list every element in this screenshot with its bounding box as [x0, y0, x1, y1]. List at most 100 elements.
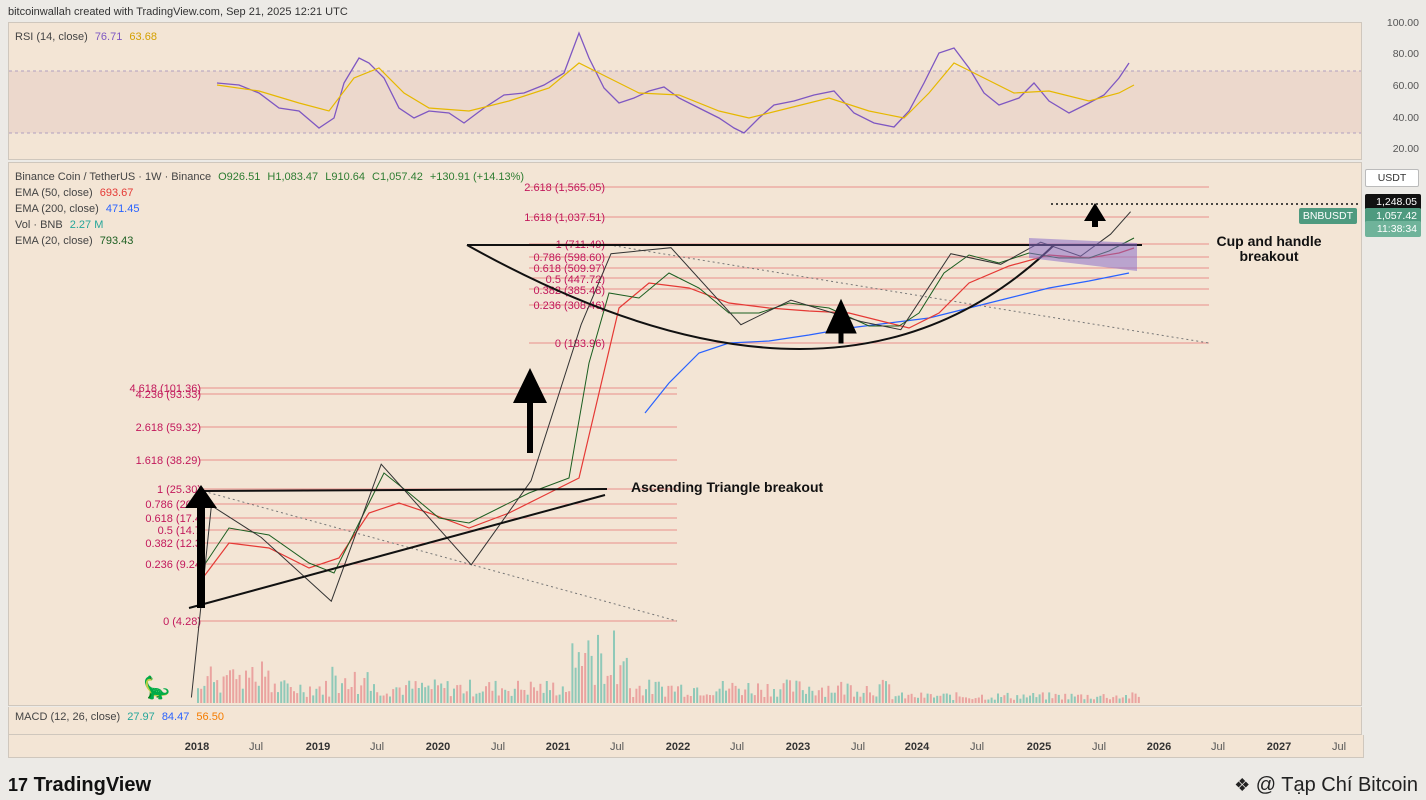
volume-bar — [907, 694, 910, 703]
fib-label: 2.618 (1,565.05) — [524, 182, 605, 194]
volume-bar — [955, 692, 958, 703]
volume-bar — [709, 695, 711, 703]
volume-bar — [241, 688, 244, 703]
volume-bar — [555, 695, 558, 703]
volume-bar — [846, 683, 849, 703]
indicator-name: EMA (50, close) — [15, 187, 93, 199]
volume-bar — [929, 694, 932, 703]
volume-bar — [949, 694, 951, 703]
cup-curve — [466, 244, 1055, 350]
volume-bar — [638, 685, 641, 703]
volume-bar — [1099, 695, 1102, 703]
volume-bar — [254, 681, 257, 703]
triangle-annotation: Ascending Triangle breakout — [631, 479, 823, 495]
volume-bar — [977, 697, 980, 703]
volume-bar — [1051, 698, 1054, 703]
fib-label: 4.236 (93.33) — [136, 389, 201, 401]
volume-bar — [782, 683, 785, 703]
volume-bar — [945, 693, 948, 703]
volume-bar — [609, 675, 612, 703]
volume-bar — [1083, 699, 1086, 703]
volume-bar — [705, 694, 708, 703]
volume-bar — [785, 679, 788, 703]
volume-bar — [1134, 693, 1137, 703]
volume-bar — [1070, 693, 1073, 703]
volume-bar — [277, 692, 279, 703]
rsi-line — [216, 31, 1130, 134]
volume-bar — [741, 695, 743, 703]
volume-bar — [859, 696, 862, 703]
time-tick-label: 2023 — [786, 741, 810, 753]
volume-bar — [475, 693, 478, 703]
volume-bar — [328, 696, 331, 703]
volume-bar — [1022, 694, 1025, 703]
volume-bar — [459, 684, 462, 703]
volume-bar — [965, 697, 967, 703]
cup-annotation-line1: Cup and handle — [1217, 233, 1322, 249]
volume-bar — [1137, 696, 1140, 703]
volume-bar — [811, 690, 814, 703]
volume-bar — [382, 695, 385, 703]
volume-bar — [606, 675, 609, 703]
volume-bar — [715, 691, 718, 703]
volume-bar — [248, 677, 251, 703]
time-tick-label: 2024 — [905, 741, 930, 753]
volume-bar — [197, 688, 199, 703]
volume-bar — [641, 695, 644, 703]
last-price-badge: 1,057.42 — [1365, 208, 1421, 224]
volume-bar — [936, 695, 939, 703]
volume-bar — [209, 666, 212, 703]
volume-bar — [321, 694, 324, 703]
time-tick-label: 2019 — [306, 741, 330, 753]
volume-bar — [491, 690, 494, 703]
volume-bar — [561, 686, 564, 703]
volume-bar — [686, 694, 689, 703]
volume-bar — [289, 687, 292, 703]
rsi-tick: 20.00 — [1392, 143, 1419, 155]
time-tick-label: 2021 — [546, 741, 570, 753]
volume-bar — [933, 697, 935, 703]
volume-bar — [990, 697, 993, 703]
volume-bar — [993, 699, 996, 703]
volume-bar — [869, 692, 871, 703]
volume-bar — [862, 692, 865, 703]
volume-bar — [885, 681, 887, 703]
volume-bar — [661, 686, 663, 703]
rsi-plot — [9, 31, 1361, 134]
watermark-text: @ Tạp Chí Bitcoin — [1255, 774, 1418, 796]
volume-bar — [549, 690, 551, 703]
volume-bar — [984, 699, 987, 703]
volume-bar — [286, 683, 289, 703]
volume-bar — [696, 687, 699, 703]
volume-bar — [293, 691, 295, 703]
volume-bar — [481, 691, 484, 703]
watermark: ❖ @ Tạp Chí Bitcoin — [1234, 774, 1418, 797]
volume-bar — [632, 697, 635, 703]
volume-bar — [574, 667, 577, 703]
volume-bar — [206, 676, 209, 703]
volume-bar — [353, 671, 356, 703]
time-axis: 2018 Jul 2019 Jul 2020 Jul 2021 Jul 2022 Jul 2023 J… — [8, 735, 1364, 758]
volume-bar — [542, 692, 545, 703]
volume-bar — [635, 688, 638, 703]
time-tick-label: Jul — [249, 741, 263, 753]
macd-legend: MACD (12, 26, close) 27.97 84.47 56.50 — [15, 711, 224, 723]
volume-bar — [577, 652, 580, 703]
time-tick-label: Jul — [1092, 741, 1106, 753]
close-value: C1,057.42 — [372, 171, 423, 183]
volume-bar — [753, 695, 756, 703]
volume-bar — [1089, 698, 1092, 703]
currency-badge[interactable]: USDT — [1365, 169, 1419, 187]
volume-bar — [817, 690, 820, 703]
volume-bar — [251, 667, 254, 703]
volume-bar — [997, 693, 999, 703]
indicator-value: 2.27 M — [69, 219, 104, 231]
fib-label: 0.382 (12.3 — [145, 538, 201, 550]
volume-bar — [533, 687, 535, 703]
rsi-ma-value: 63.68 — [129, 31, 157, 43]
dashed-trendline — [198, 489, 678, 622]
volume-bar — [360, 685, 363, 703]
tradingview-logo[interactable]: 17 TradingView — [8, 774, 151, 797]
volume-bar — [590, 655, 593, 703]
volume-bar — [494, 680, 497, 703]
